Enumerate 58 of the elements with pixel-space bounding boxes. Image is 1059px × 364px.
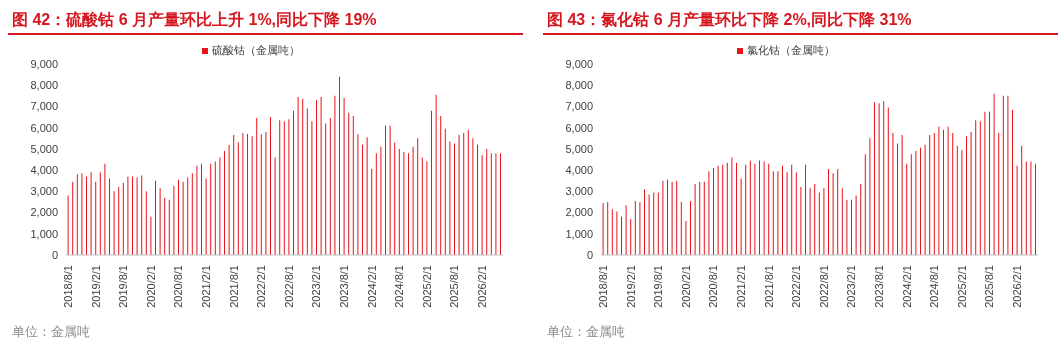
y-tick-label: 8,000	[565, 79, 593, 92]
chart-title: 图 42：硫酸钴 6 月产量环比上升 1%,同比下降 19%	[8, 8, 523, 35]
x-tick-label: 2019/2/1	[89, 265, 102, 308]
y-tick-label: 7,000	[30, 100, 58, 113]
x-tick-label: 2024/8/1	[928, 265, 941, 308]
x-tick-label: 2025/2/1	[955, 265, 968, 308]
legend-label: 硫酸钴（金属吨）	[211, 44, 300, 56]
text: 单位：金属吨	[11, 323, 91, 341]
x-tick-label: 2026/2/1	[1011, 265, 1024, 308]
x-tick-label: 2021/2/1	[200, 265, 213, 308]
y-tick-label: 1,000	[30, 227, 58, 240]
x-tick-label: 2020/8/1	[172, 265, 185, 308]
x-tick-label: 2020/2/1	[144, 265, 157, 308]
x-tick-label: 2025/2/1	[420, 265, 433, 308]
y-tick-label: 6,000	[565, 121, 593, 134]
x-tick-label: 2021/8/1	[227, 265, 240, 308]
x-tick-label: 2019/8/1	[652, 265, 665, 308]
x-tick-label: 2018/8/1	[597, 265, 610, 308]
x-tick-label: 2018/8/1	[62, 265, 75, 308]
y-tick-label: 5,000	[30, 142, 58, 155]
y-tick-label: 2,000	[30, 206, 58, 219]
x-tick-label: 2025/8/1	[983, 265, 996, 308]
x-tick-label: 2022/2/1	[790, 265, 803, 308]
y-tick-label: 1,000	[565, 227, 593, 240]
y-tick-label: 3,000	[30, 185, 58, 198]
y-tick-label: 7,000	[565, 100, 593, 113]
x-tick-label: 2021/2/1	[735, 265, 748, 308]
y-tick-label: 6,000	[30, 121, 58, 134]
text: 单位：金属吨	[546, 323, 626, 341]
legend-label: 氯化钴（金属吨）	[746, 44, 835, 56]
x-tick-label: 2019/2/1	[624, 265, 637, 308]
x-tick-label: 2023/2/1	[310, 265, 323, 308]
x-tick-label: 2021/8/1	[762, 265, 775, 308]
x-tick-label: 2026/2/1	[476, 265, 489, 308]
x-tick-label: 2019/8/1	[117, 265, 130, 308]
x-tick-label: 2022/8/1	[282, 265, 295, 308]
x-tick-label: 2023/2/1	[845, 265, 858, 308]
y-tick-label: 3,000	[565, 185, 593, 198]
y-tick-label: 4,000	[565, 164, 593, 177]
y-tick-label: 2,000	[565, 206, 593, 219]
x-tick-label: 2024/2/1	[365, 265, 378, 308]
x-tick-label: 2025/8/1	[448, 265, 461, 308]
x-tick-label: 2024/8/1	[393, 265, 406, 308]
x-tick-label: 2024/2/1	[900, 265, 913, 308]
x-tick-label: 2020/2/1	[679, 265, 692, 308]
chart-title: 图 43：氯化钴 6 月产量环比下降 2%,同比下降 31%	[543, 8, 1058, 35]
y-tick-label: 8,000	[30, 79, 58, 92]
x-tick-label: 2023/8/1	[873, 265, 886, 308]
x-tick-label: 2020/8/1	[707, 265, 720, 308]
y-tick-label: 4,000	[30, 164, 58, 177]
y-tick-label: 9,000	[565, 57, 593, 70]
y-tick-label: 0	[586, 248, 593, 261]
y-tick-label: 0	[51, 248, 58, 261]
x-tick-label: 2022/8/1	[817, 265, 830, 308]
x-tick-label: 2023/8/1	[338, 265, 351, 308]
y-tick-label: 5,000	[565, 142, 593, 155]
y-tick-label: 9,000	[30, 57, 58, 70]
x-tick-label: 2022/2/1	[255, 265, 268, 308]
